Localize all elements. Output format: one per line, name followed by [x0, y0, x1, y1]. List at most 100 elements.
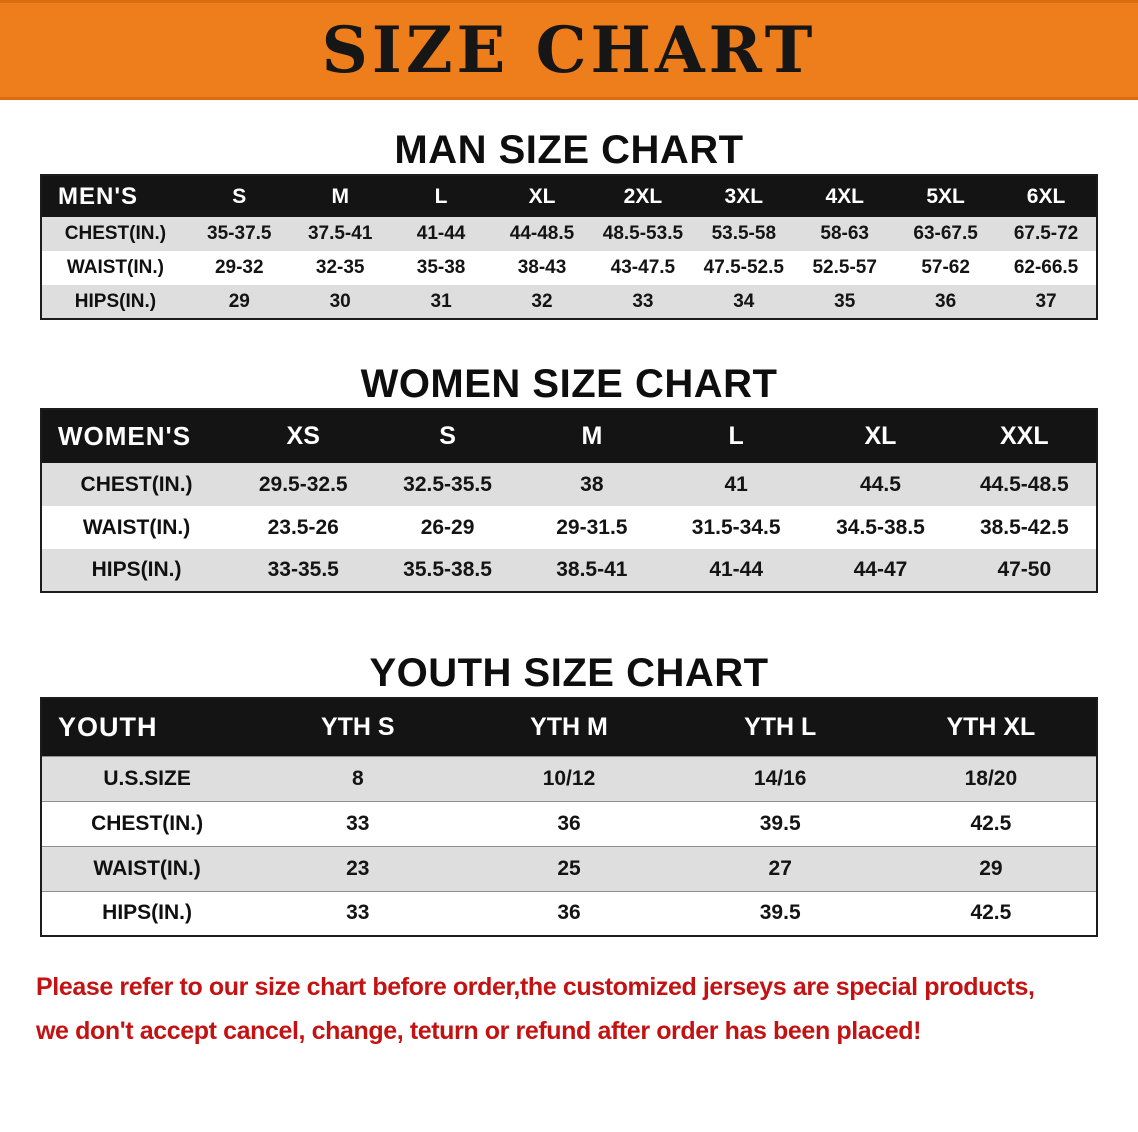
table-header-row: YOUTH YTH S YTH M YTH L YTH XL [41, 698, 1097, 756]
size-value: 57-62 [921, 257, 970, 278]
table-body: CHEST(IN.) 35-37.5 37.5-41 41-44 44-48.5 48.5… [41, 217, 1097, 319]
size-value: 33 [346, 811, 370, 835]
men-section-title: MAN SIZE CHART [394, 128, 744, 172]
row-label: CHEST(IN.) [64, 223, 167, 244]
youth-size-table: YOUTH YTH S YTH M YTH L YTH XL U.S.SIZE 8 10/12… [40, 697, 1098, 937]
size-value: 34.5-38.5 [836, 515, 925, 539]
page-title: SIZE CHART [321, 12, 817, 88]
table-head: YOUTH YTH S YTH M YTH L YTH XL [41, 698, 1097, 756]
size-value: 38.5-41 [556, 558, 628, 581]
table-group-label: MEN'S [41, 175, 189, 217]
size-value: 62-66.5 [1013, 257, 1079, 278]
size-column-header: YTH S [252, 698, 464, 756]
size-column-header: M [289, 175, 391, 217]
table-group-label: WOMEN'S [41, 409, 232, 463]
row-label: HIPS(IN.) [91, 558, 182, 581]
size-column-header: L [664, 409, 809, 463]
size-value: 30 [329, 290, 351, 312]
table-body: U.S.SIZE 8 10/12 14/16 18/20 CHEST(IN.) 33 36 39… [41, 756, 1097, 936]
size-value: 39.5 [759, 811, 801, 835]
row-label: CHEST(IN.) [80, 472, 193, 496]
table-head: MEN'S S M L XL 2XL 3XL 4XL 5XL 6XL [41, 175, 1097, 217]
row-label: WAIST(IN.) [82, 515, 191, 539]
size-value: 36 [935, 290, 957, 312]
size-value: 67.5-72 [1013, 223, 1079, 244]
size-value: 27 [768, 856, 792, 880]
size-value: 44-47 [853, 558, 908, 581]
size-value: 29 [228, 290, 250, 312]
size-column-header: 4XL [794, 175, 896, 217]
size-value: 31 [430, 290, 452, 312]
size-value: 36 [557, 901, 581, 925]
size-value: 35.5-38.5 [403, 558, 492, 581]
size-column-header: YTH XL [885, 698, 1097, 756]
table-body: CHEST(IN.) 29.5-32.5 32.5-35.5 38 41 44.5 44.5… [41, 463, 1097, 592]
order-notice-line-2: we don't accept cancel, change, teturn o… [36, 1017, 922, 1045]
women-size-table: WOMEN'S XS S M L XL XXL CHEST(IN.) 29.5-32.5 32.5… [40, 408, 1098, 593]
size-value: 35-38 [416, 257, 466, 278]
size-column-header: 2XL [592, 175, 694, 217]
size-value: 44-48.5 [509, 223, 575, 244]
size-value: 35 [834, 290, 856, 312]
men-size-table: MEN'S S M L XL 2XL 3XL 4XL 5XL 6XL CHEST(IN.) 35-37… [40, 174, 1098, 320]
size-value: 43-47.5 [610, 257, 676, 278]
men-size-section: MAN SIZE CHART MEN'S S M L XL 2XL 3XL 4XL 5XL 6XL… [0, 126, 1138, 320]
size-value: 38 [580, 472, 604, 496]
size-column-header: XL [808, 409, 953, 463]
row-label: WAIST(IN.) [93, 856, 201, 880]
youth-section-title: YOUTH SIZE CHART [369, 651, 769, 695]
size-value: 23 [346, 856, 370, 880]
size-column-header: S [188, 175, 290, 217]
size-value: 26-29 [420, 515, 475, 539]
table-row: WAIST(IN.) 23 25 27 29 [41, 846, 1097, 891]
size-value: 35-37.5 [207, 223, 272, 244]
size-value: 10/12 [542, 766, 596, 790]
table-row: CHEST(IN.) 33 36 39.5 42.5 [41, 801, 1097, 846]
size-value: 25 [557, 856, 581, 880]
size-value: 33-35.5 [267, 558, 339, 581]
row-label: HIPS(IN.) [74, 290, 157, 312]
size-value: 41-44 [416, 223, 466, 244]
size-column-header: YTH L [674, 698, 886, 756]
size-column-header: 6XL [996, 175, 1097, 217]
size-value: 29 [979, 856, 1003, 880]
size-value: 32 [531, 290, 553, 312]
row-label: CHEST(IN.) [91, 811, 204, 835]
size-column-header: 3XL [693, 175, 795, 217]
table-group-label: YOUTH [41, 698, 253, 756]
row-label: WAIST(IN.) [66, 257, 164, 278]
size-value: 31.5-34.5 [691, 515, 781, 539]
size-value: 29-31.5 [556, 515, 628, 539]
size-value: 41-44 [709, 558, 764, 581]
size-value: 44.5-48.5 [979, 472, 1069, 496]
size-value: 36 [557, 811, 581, 835]
size-value: 52.5-57 [812, 257, 877, 278]
size-value: 42.5 [970, 901, 1012, 925]
banner: SIZE CHART [0, 0, 1138, 100]
size-value: 58-63 [820, 223, 870, 244]
size-value: 42.5 [970, 811, 1012, 835]
table-row: CHEST(IN.) 35-37.5 37.5-41 41-44 44-48.5 48.5… [41, 217, 1097, 251]
size-value: 32-35 [315, 257, 365, 278]
table-header-row: WOMEN'S XS S M L XL XXL [41, 409, 1097, 463]
size-value: 23.5-26 [267, 515, 339, 539]
size-value: 33 [346, 901, 370, 925]
order-notice-line-1: Please refer to our size chart before or… [36, 973, 1035, 1001]
women-section-title: WOMEN SIZE CHART [360, 362, 778, 406]
size-value: 48.5-53.5 [602, 223, 684, 244]
order-notice: Please refer to our size chart before or… [36, 965, 1102, 1053]
table-row: WAIST(IN.) 23.5-26 26-29 29-31.5 31.5-34.5 34… [41, 506, 1097, 549]
size-value: 8 [351, 766, 364, 790]
size-value: 41 [724, 472, 748, 496]
size-column-header: S [375, 409, 520, 463]
size-value: 33 [632, 290, 654, 312]
size-value: 14/16 [753, 766, 807, 790]
row-label: HIPS(IN.) [102, 901, 193, 925]
size-value: 18/20 [964, 766, 1018, 790]
table-row: CHEST(IN.) 29.5-32.5 32.5-35.5 38 41 44.5 44.5… [41, 463, 1097, 506]
table-header-row: MEN'S S M L XL 2XL 3XL 4XL 5XL 6XL [41, 175, 1097, 217]
size-column-header: XXL [952, 409, 1097, 463]
size-value: 38-43 [517, 257, 567, 278]
size-value: 32.5-35.5 [403, 472, 492, 496]
